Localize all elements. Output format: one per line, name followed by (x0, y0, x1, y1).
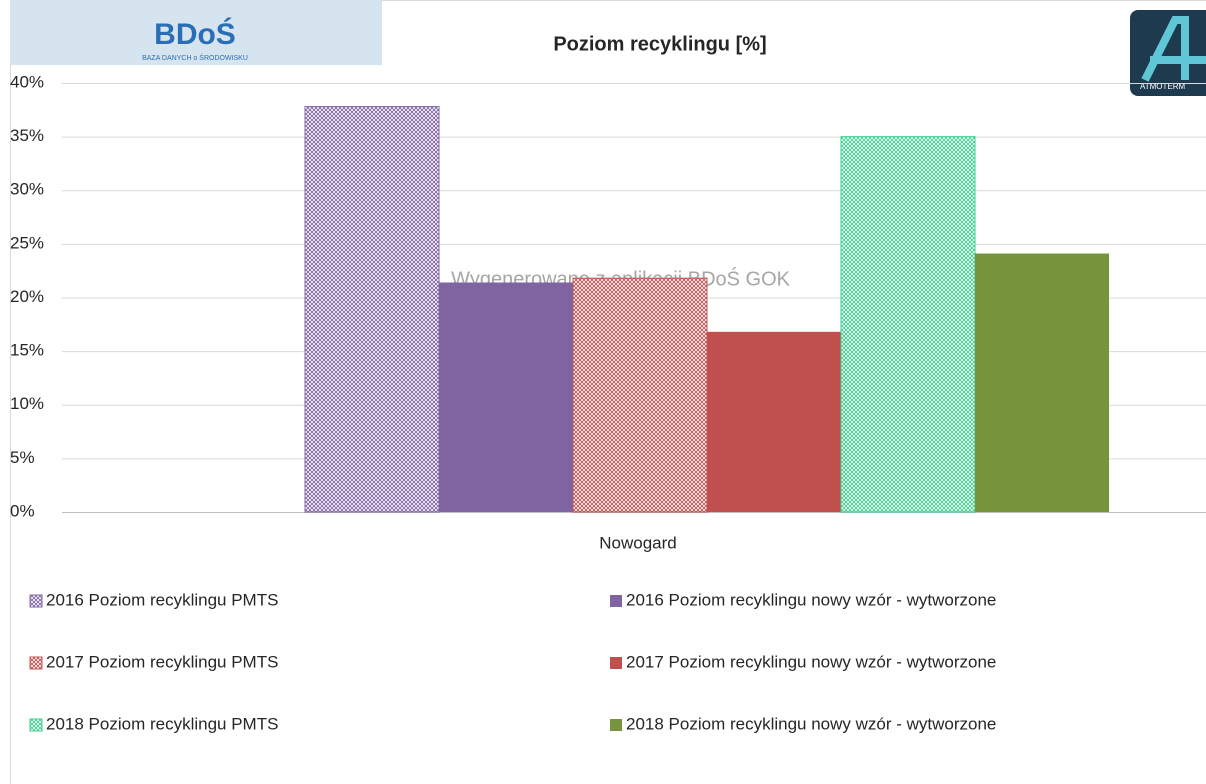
legend-swatch (610, 719, 622, 731)
bdos-logo: BDoŚ (154, 17, 236, 51)
legend-swatch (29, 656, 43, 670)
bar (840, 136, 976, 513)
legend-label: 2018 Poziom recyklingu PMTS (46, 714, 278, 733)
bdos-logo-bg (10, 0, 382, 65)
x-tick-label: Nowogard (599, 533, 677, 552)
bar (304, 106, 440, 513)
y-tick-label: 35% (10, 126, 44, 145)
bar (975, 253, 1109, 512)
bdos-logo-sub: BAZA DANYCH o ŚRODOWISKU (142, 53, 248, 62)
legend-label: 2017 Poziom recyklingu PMTS (46, 652, 278, 671)
legend-label: 2017 Poziom recyklingu nowy wzór - wytwo… (626, 652, 996, 671)
legend-label: 2016 Poziom recyklingu PMTS (46, 590, 278, 609)
y-tick-label: 5% (10, 448, 35, 467)
bar (572, 277, 708, 513)
chart-title: Poziom recyklingu [%] (553, 33, 766, 55)
y-tick-label: 30% (10, 180, 44, 199)
legend-label: 2016 Poziom recyklingu nowy wzór - wytwo… (626, 590, 996, 609)
y-tick-label: 20% (10, 287, 44, 306)
legend-swatch (610, 595, 622, 607)
y-tick-label: 25% (10, 233, 44, 252)
y-tick-label: 10% (10, 394, 44, 413)
atmoterm-logo-mark (1141, 16, 1206, 82)
legend-swatch (29, 594, 43, 608)
y-tick-label: 40% (10, 72, 44, 91)
legend-label: 2018 Poziom recyklingu nowy wzór - wytwo… (626, 714, 996, 733)
y-tick-label: 15% (10, 341, 44, 360)
legend-swatch (29, 718, 43, 732)
legend-swatch (610, 657, 622, 669)
bar (707, 331, 841, 512)
bar (439, 282, 573, 512)
atmoterm-logo-text: ATMOTERM (1140, 82, 1186, 91)
y-tick-label: 0% (10, 501, 35, 520)
